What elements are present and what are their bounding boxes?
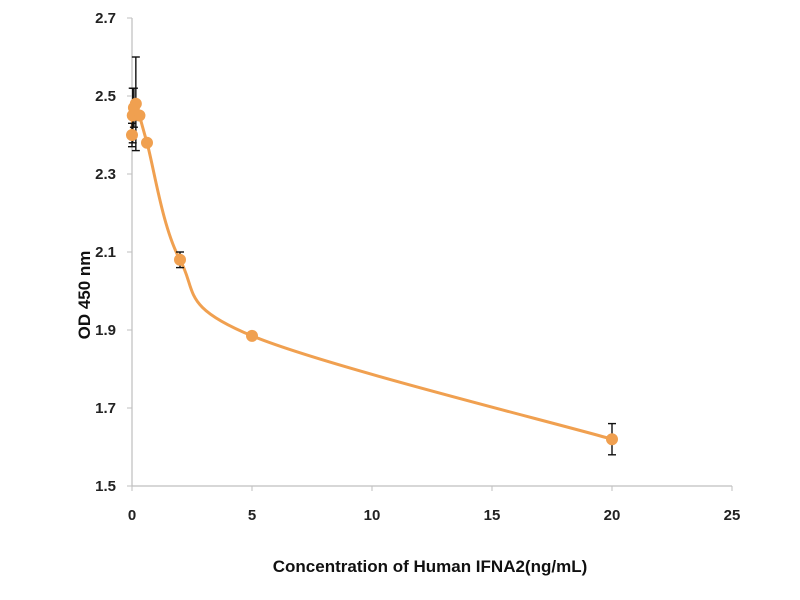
error-bar-layer: [128, 56, 616, 456]
curve-layer: [130, 102, 613, 441]
y-tick-label: 1.7: [95, 400, 116, 417]
data-point: [141, 136, 153, 149]
data-point: [246, 329, 258, 342]
tick-labels: 0 5 10 15 20 25 1.5 1.7 1.9 2.1 2.3 2.5 2.7: [95, 10, 740, 524]
x-tick-label: 10: [364, 507, 381, 524]
y-tick-label: 2.5: [95, 88, 116, 105]
data-point: [126, 129, 138, 141]
x-tick-label: 0: [128, 507, 136, 524]
x-tick-label: 15: [484, 507, 501, 524]
x-tick-label: 5: [248, 507, 256, 524]
data-point: [174, 253, 186, 266]
x-tick-label: 25: [724, 507, 741, 524]
y-tick-label: 2.3: [95, 166, 116, 183]
y-tick-label: 1.9: [95, 322, 116, 339]
data-point: [129, 97, 142, 110]
series-curve: [130, 102, 613, 441]
data-points-layer: [126, 97, 618, 446]
y-tick-label: 2.7: [95, 10, 116, 27]
data-point: [133, 109, 146, 122]
data-point: [606, 433, 618, 446]
y-tick-label: 1.5: [95, 478, 116, 495]
x-axis-title: Concentration of Human IFNA2(ng/mL): [273, 557, 587, 576]
axes: [127, 17, 733, 491]
y-tick-label: 2.1: [95, 244, 116, 261]
x-tick-label: 20: [604, 507, 621, 524]
y-axis-title: OD 450 nm: [75, 251, 94, 340]
